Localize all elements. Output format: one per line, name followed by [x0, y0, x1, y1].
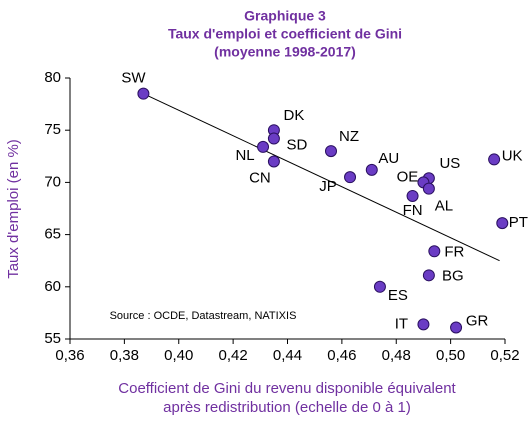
point-label: BG — [442, 267, 464, 284]
x-axis-label: après redistribution (echelle de 0 à 1) — [163, 399, 411, 416]
source-note: Source : OCDE, Datastream, NATIXIS — [110, 310, 297, 322]
point-label: CN — [249, 169, 271, 186]
point — [325, 145, 337, 158]
x-tick-label: 0,52 — [490, 347, 519, 364]
point — [365, 163, 378, 176]
point — [422, 182, 435, 195]
trend-line — [143, 93, 500, 262]
point — [257, 140, 270, 153]
x-tick-label: 0,44 — [273, 347, 302, 364]
point-label: AL — [435, 198, 453, 215]
y-tick-label: 80 — [44, 69, 61, 86]
chart-title: Graphique 3 — [244, 8, 326, 24]
y-tick-label: 75 — [44, 121, 61, 138]
chart-title: (moyenne 1998-2017) — [214, 44, 356, 60]
point — [450, 321, 463, 334]
point-label: FN — [403, 202, 423, 219]
point-label: DK — [283, 107, 304, 124]
y-tick-label: 60 — [44, 278, 61, 295]
point — [496, 217, 509, 230]
y-tick-label: 65 — [44, 226, 61, 243]
x-tick-label: 0,38 — [110, 347, 139, 364]
point-label: SW — [121, 70, 146, 87]
y-tick-label: 55 — [44, 330, 61, 347]
y-tick-label: 70 — [44, 173, 61, 190]
point-label: SD — [286, 137, 307, 154]
point — [406, 189, 419, 202]
point-label: US — [439, 155, 460, 172]
point — [344, 171, 357, 184]
point-label: UK — [502, 147, 523, 164]
point-label: PT — [509, 214, 528, 231]
x-tick-label: 0,50 — [436, 347, 465, 364]
point — [373, 280, 386, 293]
x-tick-label: 0,46 — [327, 347, 356, 364]
x-axis-label: Coefficient de Gini du revenu disponible… — [118, 380, 456, 397]
x-tick-label: 0,36 — [55, 347, 84, 364]
point-label: JP — [319, 178, 337, 195]
point — [422, 269, 435, 282]
x-tick-label: 0,48 — [382, 347, 411, 364]
point-label: NZ — [339, 128, 359, 145]
point-label: AU — [378, 150, 399, 167]
point — [267, 132, 280, 145]
point-label: ES — [388, 287, 408, 304]
point — [137, 87, 150, 100]
point-label: NL — [235, 147, 254, 164]
point — [417, 318, 430, 331]
x-tick-label: 0,40 — [164, 347, 193, 364]
point-label: GR — [466, 312, 489, 329]
x-tick-label: 0,42 — [219, 347, 248, 364]
y-axis-label: Taux d'emploi (en %) — [5, 139, 22, 279]
point — [488, 153, 501, 166]
chart-title: Taux d'emploi et coefficient de Gini — [168, 26, 402, 42]
point-label: OE — [397, 168, 419, 185]
point-label: FR — [444, 243, 464, 260]
point — [428, 245, 441, 258]
point — [267, 155, 280, 168]
point-label: IT — [395, 315, 408, 332]
